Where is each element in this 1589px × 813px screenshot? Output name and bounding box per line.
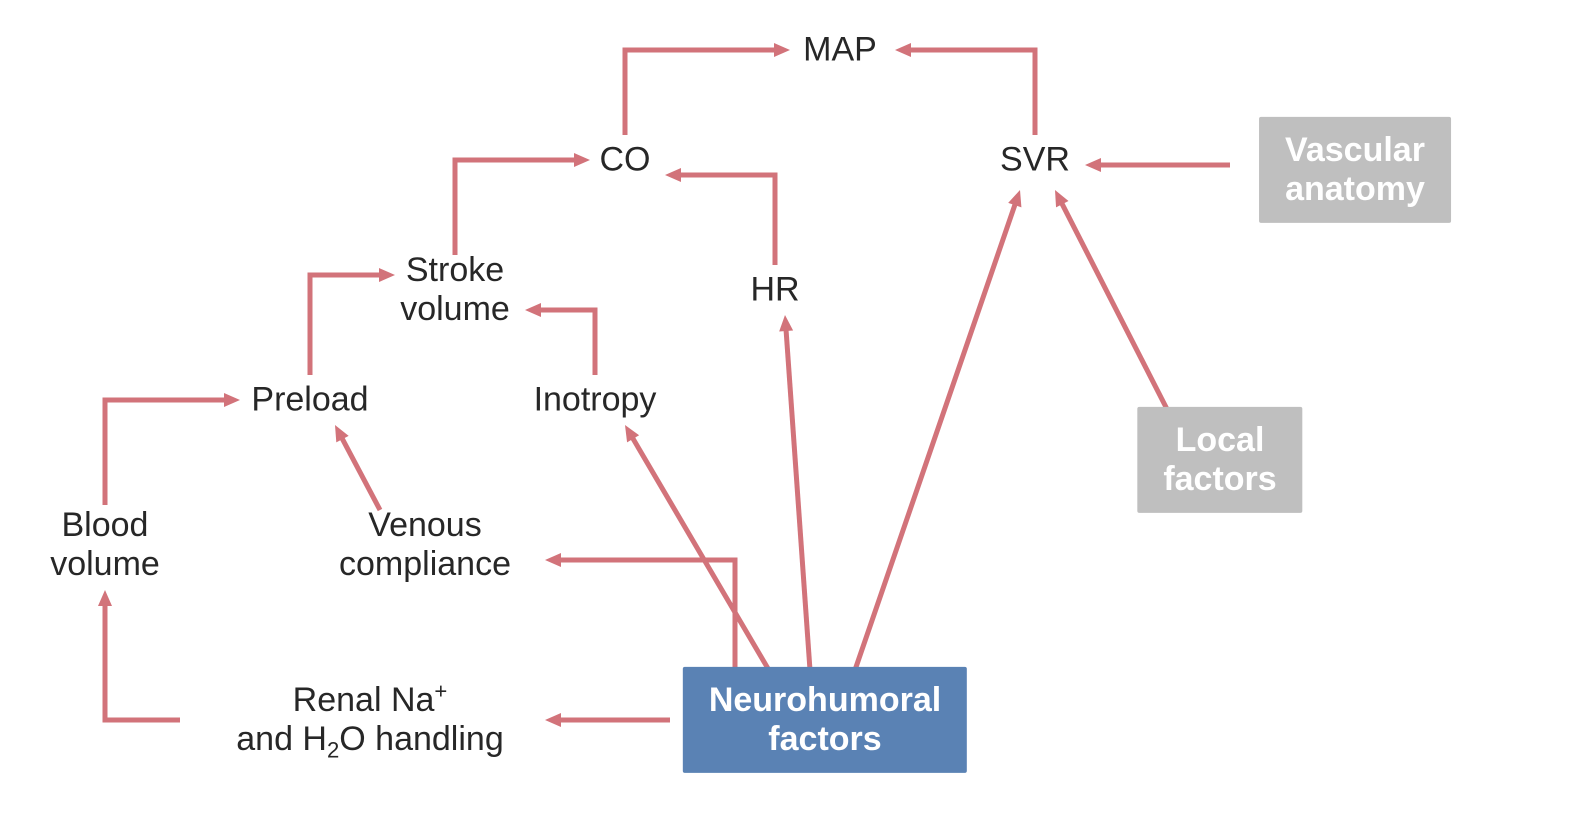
node-label-line: SVR (1000, 140, 1070, 179)
node-label-line: Local (1163, 421, 1276, 460)
edge-neuro-to-venous (545, 553, 735, 675)
node-stroke: Strokevolume (400, 251, 510, 329)
edge-renal-to-bloodvol (98, 590, 180, 720)
edge-neuro-to-svr (855, 190, 1021, 670)
edge-hr-to-co (665, 168, 775, 265)
edge-neuro-to-renal (545, 713, 670, 727)
node-inotropy: Inotropy (534, 380, 657, 419)
node-label-line: Preload (251, 380, 368, 419)
edge-venous-to-preload_b (335, 425, 380, 510)
edge-neuro-to-inotropy (625, 425, 770, 672)
node-hr: HR (750, 270, 799, 309)
node-svr: SVR (1000, 140, 1070, 179)
node-co: CO (600, 140, 651, 179)
node-neuro: Neurohumoralfactors (683, 667, 967, 773)
node-label-line: factors (1163, 460, 1276, 499)
node-label-line: Vascular (1285, 131, 1425, 170)
edge-vascular-to-svr (1085, 158, 1230, 172)
node-bloodvol: Bloodvolume (50, 506, 160, 584)
node-label-line: Neurohumoral (709, 681, 941, 720)
edge-inotropy-to-stroke (525, 303, 595, 375)
node-label-line: volume (400, 290, 510, 329)
edge-co-to-map (625, 43, 790, 135)
node-label-line: anatomy (1285, 170, 1425, 209)
node-label-line: MAP (803, 30, 877, 69)
node-venous: Venouscompliance (339, 506, 511, 584)
edge-bloodvol-to-preload (105, 393, 240, 505)
node-label-line: and H2O handling (236, 720, 504, 759)
node-label-line: factors (709, 720, 941, 759)
node-label-line: Stroke (400, 251, 510, 290)
edge-neuro-to-hr (779, 315, 810, 670)
edge-preload-to-stroke (310, 268, 395, 375)
node-map: MAP (803, 30, 877, 69)
edge-local-to-svr (1055, 190, 1170, 415)
node-label-line: Blood (50, 506, 160, 545)
node-label-line: Inotropy (534, 380, 657, 419)
diagram-canvas: MAPCOSVRStrokevolumeHRPreloadInotropyBlo… (0, 0, 1589, 813)
node-label-line: HR (750, 270, 799, 309)
node-preload: Preload (251, 380, 368, 419)
node-local: Localfactors (1137, 407, 1302, 513)
edge-stroke-to-co (455, 153, 590, 255)
node-label-line: Venous (339, 506, 511, 545)
node-label-line: CO (600, 140, 651, 179)
node-vascular: Vascularanatomy (1259, 117, 1451, 223)
edge-svr-to-map (895, 43, 1035, 135)
node-renal: Renal Na+and H2O handling (236, 681, 504, 759)
node-label-line: compliance (339, 545, 511, 584)
node-label-line: Renal Na+ (236, 681, 504, 720)
node-label-line: volume (50, 545, 160, 584)
